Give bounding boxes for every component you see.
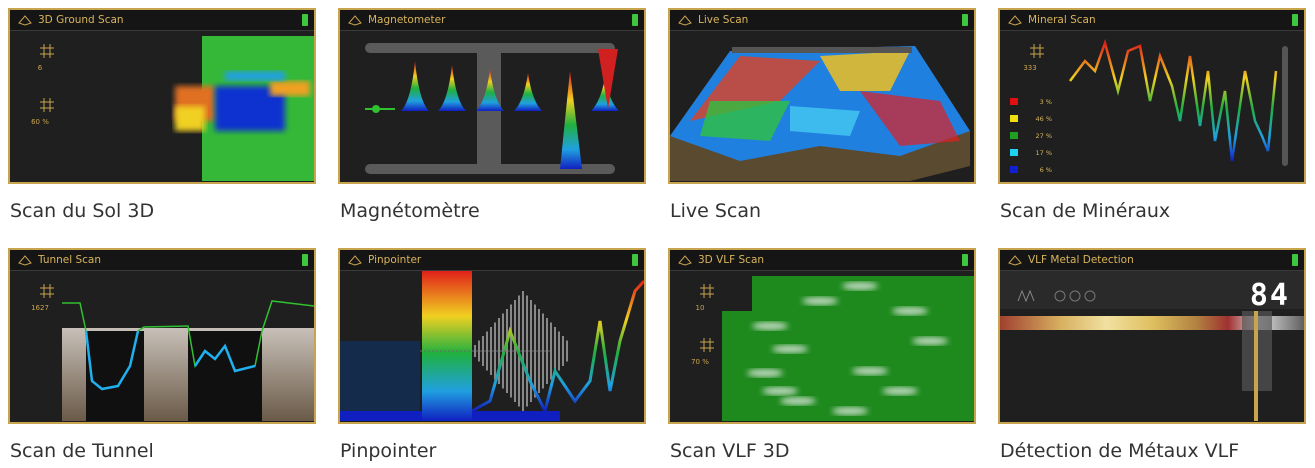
legend-item: 27 % xyxy=(1010,132,1052,140)
screen-graphic xyxy=(340,271,644,421)
screen: Magnetometer xyxy=(338,8,646,184)
screen: Live Scan xyxy=(668,8,976,184)
screen-title: Mineral Scan xyxy=(1028,14,1096,26)
legend-item: 46 % xyxy=(1010,115,1052,123)
screen-title: Pinpointer xyxy=(368,254,422,266)
mode-caption: Scan de Minéraux xyxy=(1000,200,1171,222)
readout: 60 % xyxy=(31,118,49,126)
mode-caption: Pinpointer xyxy=(340,440,437,462)
readout-icon xyxy=(40,284,54,298)
screen-header: VLF Metal Detection xyxy=(1000,250,1304,271)
readout: 6 xyxy=(37,64,43,72)
screen-header: Mineral Scan xyxy=(1000,10,1304,31)
screen-graphic xyxy=(722,276,974,421)
screen: Pinpointer xyxy=(338,248,646,424)
mode-caption: Scan VLF 3D xyxy=(670,440,790,462)
readout: 333 xyxy=(1023,64,1037,72)
legend-item: 3 % xyxy=(1010,98,1052,106)
screen-header: 3D Ground Scan xyxy=(10,10,314,31)
screen-title: VLF Metal Detection xyxy=(1028,254,1134,266)
readout: 84 xyxy=(1249,278,1290,313)
legend-label: 27 % xyxy=(1035,132,1052,140)
battery xyxy=(632,254,638,266)
screen-graphic xyxy=(62,300,314,421)
screen: 3D VLF Scan 10 70 % xyxy=(668,248,976,424)
screen-graphic xyxy=(365,43,619,174)
legend-label: 46 % xyxy=(1035,115,1052,123)
legend-item: 6 % xyxy=(1010,166,1052,174)
screen-graphic xyxy=(175,36,314,181)
battery xyxy=(632,14,638,26)
legend-swatch xyxy=(1010,132,1018,139)
mode-caption: Live Scan xyxy=(670,200,762,222)
battery xyxy=(962,254,968,266)
battery xyxy=(1292,254,1298,266)
legend-label: 3 % xyxy=(1039,98,1052,106)
screen-header: Magnetometer xyxy=(340,10,644,31)
readout: 1627 xyxy=(31,304,49,312)
mode-caption: Scan du Sol 3D xyxy=(10,200,155,222)
screen-title: 3D VLF Scan xyxy=(698,254,765,266)
mode-caption: Scan de Tunnel xyxy=(10,440,154,462)
screen: 3D Ground Scan 6 60 % xyxy=(8,8,316,184)
mode-icon xyxy=(1008,255,1022,266)
legend-swatch xyxy=(1010,98,1018,105)
battery xyxy=(302,14,308,26)
screen-header: Tunnel Scan xyxy=(10,250,314,271)
screen-graphic xyxy=(670,46,970,181)
battery xyxy=(302,254,308,266)
mode-icon xyxy=(18,15,32,26)
screen-header: Live Scan xyxy=(670,10,974,31)
screen-title: Tunnel Scan xyxy=(38,254,102,266)
legend-swatch xyxy=(1010,149,1018,156)
mode-caption: Magnétomètre xyxy=(340,200,480,222)
legend-item: 17 % xyxy=(1010,149,1052,157)
mode-icon xyxy=(678,255,692,266)
mode-icon xyxy=(348,15,362,26)
screen-graphic xyxy=(1069,38,1288,166)
legend-label: 17 % xyxy=(1035,149,1052,157)
battery xyxy=(962,14,968,26)
screen-title: Magnetometer xyxy=(368,14,446,26)
screen: Mineral Scan 333 3 % 46 % 27 % 17 % 6 % xyxy=(998,8,1306,184)
mode-icon xyxy=(1008,15,1022,26)
screen-graphic xyxy=(1000,271,1304,421)
readout-icon xyxy=(700,338,714,352)
legend-label: 6 % xyxy=(1039,166,1052,174)
mode-icon xyxy=(18,255,32,266)
screen: Tunnel Scan 1627 xyxy=(8,248,316,424)
screen-title: Live Scan xyxy=(698,14,749,26)
legend-swatch xyxy=(1010,166,1018,173)
legend-swatch xyxy=(1010,115,1018,122)
readout-icon xyxy=(1030,44,1044,58)
readout-icon xyxy=(700,284,714,298)
screen-title: 3D Ground Scan xyxy=(38,14,124,26)
mode-icon xyxy=(678,15,692,26)
mode-icon xyxy=(348,255,362,266)
screen-header: Pinpointer xyxy=(340,250,644,271)
screen-header: 3D VLF Scan xyxy=(670,250,974,271)
readout: 10 xyxy=(695,304,705,312)
readout-icon xyxy=(40,44,54,58)
battery xyxy=(1292,14,1298,26)
readout: 70 % xyxy=(691,358,709,366)
mode-caption: Détection de Métaux VLF xyxy=(1000,440,1240,462)
readout-icon xyxy=(40,98,54,112)
screen: VLF Metal Detection 84 xyxy=(998,248,1306,424)
